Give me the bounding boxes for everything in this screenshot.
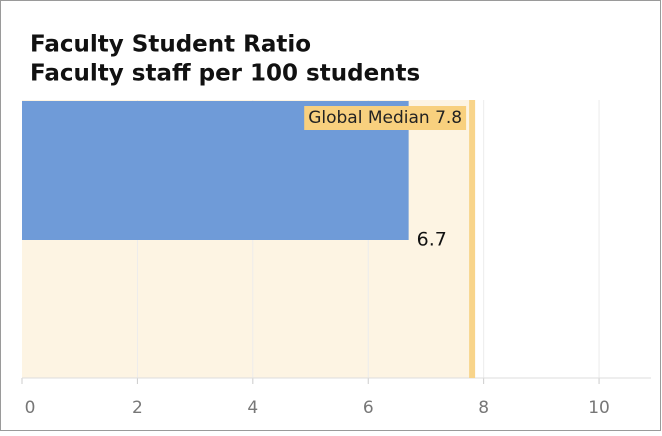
x-tick-label: 0 [25,398,36,418]
x-tick-label: 2 [132,398,143,418]
x-tick-label: 4 [247,398,258,418]
x-tick-label: 8 [478,398,489,418]
median-line [469,100,476,378]
x-tick-label: 10 [588,398,610,418]
chart-subtitle: Faculty staff per 100 students [30,61,420,87]
median-label-bg [304,106,467,130]
median-label: Global Median 7.8 [308,108,462,128]
x-tick-label: 6 [363,398,374,418]
value-label: 6.7 [417,229,447,251]
chart-title: Faculty Student Ratio [30,32,311,58]
